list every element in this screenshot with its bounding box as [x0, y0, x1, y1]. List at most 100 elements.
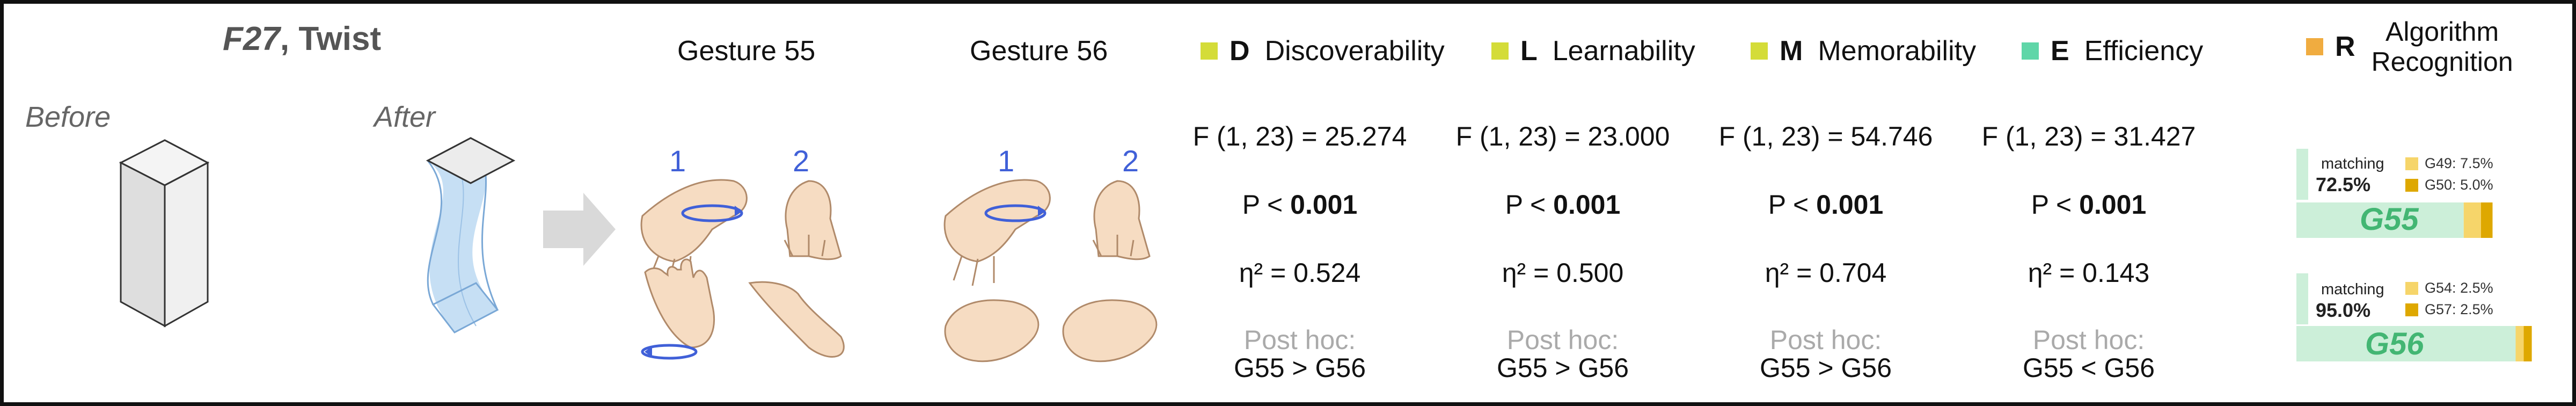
p-value-discoverability: P < 0.001	[1166, 189, 1434, 220]
f-stat-memorability: F (1, 23) = 54.746	[1718, 121, 1933, 151]
posthoc-result: G55 < G56	[2023, 353, 2155, 383]
legend-swatch	[2405, 157, 2418, 170]
rec-g56-matching-label: matching	[2321, 281, 2384, 298]
posthoc-label: Post hoc:	[1506, 325, 1619, 355]
rec-g55-code: G55	[2360, 202, 2419, 237]
rec-g56-g57-bar	[2523, 326, 2532, 361]
gesture-code: F27	[223, 20, 280, 57]
f-stat-efficiency: F (1, 23) = 31.427	[1981, 121, 2196, 151]
p-prefix: P <	[1242, 190, 1283, 220]
posthoc-result: G55 > G56	[1760, 353, 1892, 383]
other-code: G54	[2425, 280, 2453, 296]
transition-arrow	[543, 193, 616, 266]
f-stat-learnability: F (1, 23) = 23.000	[1455, 121, 1670, 151]
gesture-55-step-1: 1	[669, 144, 686, 178]
metric-letter: E	[2051, 35, 2069, 67]
posthoc-result: G55 > G56	[1234, 353, 1366, 383]
p-number: 0.001	[1290, 190, 1358, 220]
rec-g56-matching-pct: 95.0%	[2316, 299, 2371, 321]
other-code: G57	[2425, 301, 2453, 317]
rec-g55-stub	[2296, 149, 2308, 200]
posthoc-learnability: Post hoc: G55 > G56	[1429, 326, 1697, 382]
legend-swatch	[2405, 303, 2418, 316]
recognition-title: Algorithm Recognition	[2372, 17, 2513, 77]
metric-header-learnability: L Learnability	[1491, 35, 1695, 67]
p-prefix: P <	[1768, 190, 1809, 220]
gesture-name: Twist	[298, 20, 382, 57]
after-twisted-box-illustration	[426, 137, 516, 334]
rec-g56-code: G56	[2365, 327, 2424, 361]
rec-g55-g49-bar	[2463, 202, 2481, 238]
metric-header-memorability: M Memorability	[1751, 35, 1976, 67]
recognition-title-line2: Recognition	[2371, 47, 2513, 77]
rec-g56-other-1: G54: 2.5%	[2405, 280, 2493, 296]
eta-learnability: η² = 0.500	[1502, 258, 1624, 288]
metric-letter: M	[1780, 35, 1803, 67]
other-pct: 5.0%	[2460, 177, 2493, 193]
rec-g56-g54-bar	[2515, 326, 2524, 361]
posthoc-label: Post hoc:	[1769, 325, 1882, 355]
recognition-letter: R	[2335, 31, 2355, 62]
other-code: G50	[2425, 177, 2453, 193]
gesture-56-step-1: 1	[998, 144, 1015, 178]
illustration-layer	[119, 137, 2532, 363]
rec-g55-matching-label: matching	[2321, 155, 2384, 172]
before-label: Before	[25, 101, 111, 133]
gesture-56-title: Gesture 56	[970, 35, 1108, 67]
recognition-swatch	[2306, 38, 2323, 55]
other-pct: 2.5%	[2460, 301, 2493, 317]
posthoc-memorability: Post hoc: G55 > G56	[1692, 326, 1960, 382]
p-number: 0.001	[1816, 190, 1884, 220]
posthoc-efficiency: Post hoc: G55 < G56	[1955, 326, 2223, 382]
p-number: 0.001	[1553, 190, 1621, 220]
gesture-56-step-2: 2	[1122, 144, 1139, 178]
rec-g55-other-1: G49: 7.5%	[2405, 155, 2493, 172]
recognition-bars	[2296, 149, 2532, 361]
metric-name: Discoverability	[1264, 35, 1445, 67]
after-label: After	[374, 101, 436, 133]
title-separator: ,	[280, 20, 290, 57]
memorability-swatch	[1751, 42, 1768, 60]
eta-discoverability: η² = 0.524	[1239, 258, 1361, 288]
rec-g56-matching-bar	[2296, 326, 2516, 361]
rec-g55-g50-bar	[2481, 202, 2493, 238]
posthoc-discoverability: Post hoc: G55 > G56	[1166, 326, 1434, 382]
metric-letter: L	[1520, 35, 1538, 67]
recognition-header: R Algorithm Recognition	[2306, 17, 2513, 77]
other-code: G49	[2425, 155, 2453, 171]
eta-efficiency: η² = 0.143	[2028, 258, 2150, 288]
rec-g55-matching-pct: 72.5%	[2316, 173, 2371, 195]
f-stat-discoverability: F (1, 23) = 25.274	[1192, 121, 1407, 151]
rec-g56-other-2: G57: 2.5%	[2405, 301, 2493, 318]
p-number: 0.001	[2079, 190, 2147, 220]
gesture-55-title: Gesture 55	[677, 35, 816, 67]
legend-swatch	[2405, 281, 2418, 295]
metric-name: Efficiency	[2084, 35, 2204, 67]
efficiency-swatch	[2022, 42, 2039, 60]
p-value-learnability: P < 0.001	[1429, 189, 1697, 220]
metric-name: Learnability	[1552, 35, 1695, 67]
gesture-55-step-2: 2	[793, 144, 810, 178]
metric-header-efficiency: E Efficiency	[2022, 35, 2203, 67]
metric-header-discoverability: D Discoverability	[1201, 35, 1445, 67]
posthoc-label: Post hoc:	[2032, 325, 2145, 355]
rec-g56-stub	[2296, 273, 2308, 324]
metric-name: Memorability	[1818, 35, 1977, 67]
posthoc-label: Post hoc:	[1243, 325, 1356, 355]
eta-memorability: η² = 0.704	[1765, 258, 1887, 288]
discoverability-swatch	[1201, 42, 1218, 60]
gesture-55-hands	[640, 179, 845, 360]
learnability-swatch	[1491, 42, 1509, 60]
p-value-efficiency: P < 0.001	[1955, 189, 2223, 220]
gesture-56-hands	[943, 179, 1158, 363]
metric-letter: D	[1230, 35, 1250, 67]
p-prefix: P <	[2031, 190, 2072, 220]
figure-title: F27, Twist	[223, 20, 381, 58]
rec-g55-other-2: G50: 5.0%	[2405, 177, 2493, 193]
p-value-memorability: P < 0.001	[1692, 189, 1960, 220]
before-box-illustration	[119, 139, 210, 328]
recognition-title-line1: Algorithm	[2385, 17, 2499, 47]
rec-g55-matching-bar	[2296, 202, 2464, 238]
legend-swatch	[2405, 178, 2418, 192]
